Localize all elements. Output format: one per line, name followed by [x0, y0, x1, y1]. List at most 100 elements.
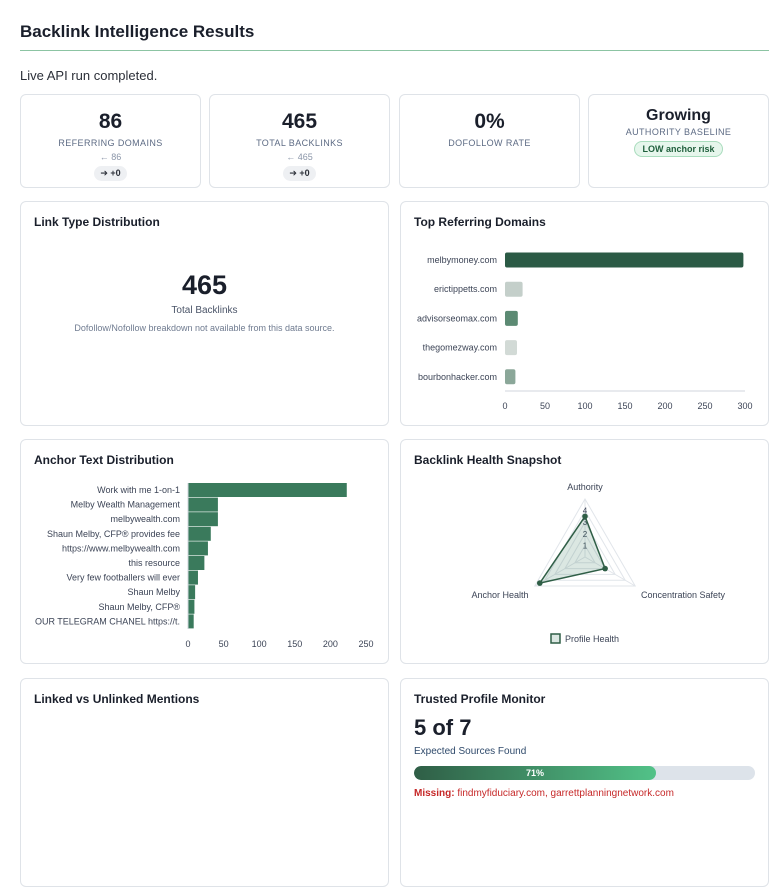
kpi-label: AUTHORITY BASELINE — [625, 127, 732, 137]
top-domains-card: Top Referring Domains melbymoney.com eric… — [400, 201, 769, 426]
anchor-text-chart: Work with me 1-on-1 Melby Wealth Manageme… — [35, 483, 374, 649]
anchor-bar — [188, 512, 218, 527]
kpi-delta-badge: ➔ +0 — [94, 166, 127, 181]
category-label: Shaun Melby — [127, 587, 180, 597]
category-label: erictippetts.com — [434, 284, 497, 294]
domain-bar — [505, 310, 518, 326]
page-title: Backlink Intelligence Results — [20, 22, 255, 41]
radar-point — [602, 565, 608, 572]
radar-tick-label: 3 — [583, 518, 588, 527]
card-title: Top Referring Domains — [414, 215, 546, 229]
legend-swatch — [550, 633, 561, 644]
domain-bar — [505, 369, 516, 385]
radar-axis-label: Concentration Safety — [641, 590, 726, 600]
trusted-count: 5 of 7 — [414, 715, 472, 740]
anchor-text-card: Anchor Text Distribution Work with me 1-… — [20, 439, 389, 664]
total-backlinks-label: Total Backlinks — [171, 305, 238, 316]
domain-bar — [505, 281, 523, 297]
category-label: Melby Wealth Management — [71, 500, 181, 510]
anchor-risk-badge: LOW anchor risk — [634, 141, 723, 157]
anchor-bar — [188, 497, 218, 512]
card-title: Linked vs Unlinked Mentions — [34, 692, 200, 706]
category-label: Shaun Melby, CFP® — [99, 602, 181, 612]
x-tick-label: 100 — [577, 401, 592, 411]
kpi-previous: ← 465 — [286, 152, 313, 162]
kpi-previous: ← 86 — [99, 152, 122, 162]
missing-label: Missing: — [414, 788, 455, 799]
health-radar-chart: 1 2 3 4 Authority Concentration Safety Anchor … — [471, 482, 726, 644]
kpi-value: 0% — [474, 110, 505, 133]
top-domains-chart: melbymoney.com erictippetts.com advisorseo… — [417, 252, 753, 411]
radar-axis-label: Authority — [567, 482, 603, 492]
radar-tick-label: 4 — [583, 507, 588, 516]
domain-bar — [505, 340, 517, 356]
title-divider — [20, 50, 769, 51]
status-message: Live API run completed. — [20, 68, 158, 83]
category-label: this resource — [128, 558, 180, 568]
missing-list: findmyfiduciary.com, garrettplanningnetw… — [457, 788, 674, 799]
radar-point — [582, 513, 588, 520]
x-tick-label: 50 — [540, 401, 550, 411]
kpi-value: Growing — [646, 107, 711, 124]
category-label: OUR TELEGRAM CHANEL https://t. — [35, 616, 180, 626]
kpi-delta-badge: ➔ +0 — [283, 166, 316, 181]
radar-tick-label: 1 — [583, 541, 588, 550]
domain-bar — [505, 252, 744, 268]
category-label: Shaun Melby, CFP® provides fee — [47, 529, 180, 539]
radar-point — [536, 580, 543, 586]
data-source-note: Dofollow/Nofollow breakdown not availabl… — [74, 323, 335, 333]
kpi-label: REFERRING DOMAINS — [58, 138, 163, 148]
radar-axis-label: Anchor Health — [471, 590, 528, 600]
kpi-card-referring-domains: 86 REFERRING DOMAINS ← 86 ➔ +0 — [20, 94, 201, 188]
anchor-bar — [188, 614, 194, 629]
kpi-label: DOFOLLOW RATE — [448, 138, 531, 148]
x-tick-label: 200 — [657, 401, 672, 411]
category-label: melbymoney.com — [427, 255, 497, 265]
kpi-card-authority-baseline: Growing AUTHORITY BASELINE LOW anchor ri… — [588, 94, 769, 188]
x-tick-label: 300 — [737, 401, 752, 411]
radar-grid-ring — [533, 498, 637, 587]
category-label: bourbonhacker.com — [418, 372, 497, 382]
card-title: Anchor Text Distribution — [34, 453, 174, 467]
anchor-bar — [188, 556, 205, 570]
x-tick-label: 0 — [502, 401, 507, 411]
radar-series-area — [538, 514, 607, 585]
kpi-value: 86 — [98, 110, 123, 133]
mentions-card: Linked vs Unlinked Mentions — [20, 678, 389, 887]
x-tick-label: 100 — [252, 639, 267, 649]
missing-sources: Missing: findmyfiduciary.com, garrettpla… — [414, 788, 674, 799]
x-tick-label: 150 — [287, 639, 302, 649]
category-label: advisorseomax.com — [417, 313, 497, 323]
x-tick-label: 200 — [323, 639, 338, 649]
category-label: Very few footballers will ever — [66, 573, 180, 583]
trusted-sub-label: Expected Sources Found — [414, 746, 527, 757]
x-tick-label: 150 — [617, 401, 632, 411]
radar-spoke — [534, 556, 586, 587]
category-label: melbywealth.com — [110, 514, 180, 524]
trusted-progress-bar: 71% — [414, 766, 755, 780]
x-tick-label: 0 — [185, 639, 190, 649]
x-tick-label: 250 — [697, 401, 712, 411]
category-label: thegomezway.com — [423, 343, 497, 353]
radar-grid-ring — [564, 532, 606, 570]
card-title: Backlink Health Snapshot — [414, 453, 562, 467]
kpi-label: TOTAL BACKLINKS — [256, 138, 343, 148]
card-title: Trusted Profile Monitor — [414, 692, 546, 706]
link-type-card: Link Type Distribution 465 Total Backlin… — [20, 201, 389, 426]
anchor-bar — [188, 483, 347, 497]
legend-label: Profile Health — [565, 634, 619, 644]
anchor-bar — [188, 585, 196, 600]
anchor-bar — [188, 570, 198, 585]
radar-grid-ring — [574, 544, 596, 564]
x-tick-label: 50 — [219, 639, 229, 649]
category-label: https://www.melbywealth.com — [62, 543, 180, 553]
kpi-card-dofollow-rate: 0% DOFOLLOW RATE — [399, 94, 580, 188]
radar-grid-ring — [553, 521, 617, 575]
kpi-card-total-backlinks: 465 TOTAL BACKLINKS ← 465 ➔ +0 — [209, 94, 390, 188]
anchor-bar — [188, 599, 195, 614]
radar-spoke — [584, 556, 636, 587]
anchor-bar — [188, 526, 211, 541]
kpi-value: 465 — [281, 110, 318, 133]
anchor-bar — [188, 541, 208, 556]
total-backlinks-number: 465 — [181, 270, 228, 300]
